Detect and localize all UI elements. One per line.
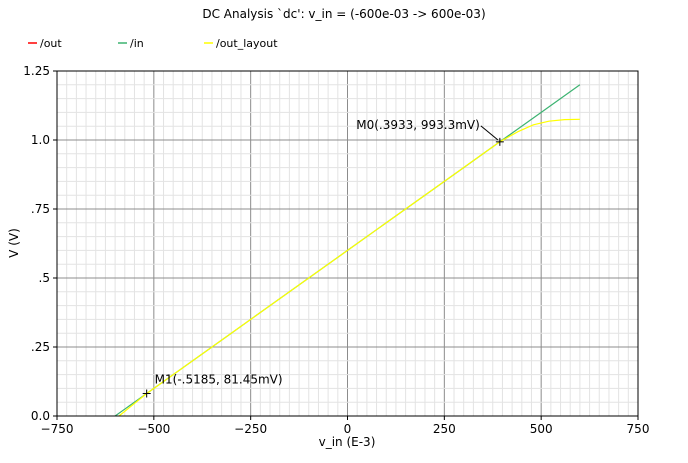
marker-label: M1(-.5185, 81.45mV) bbox=[155, 373, 283, 387]
x-tick-label: −500 bbox=[137, 422, 170, 436]
x-tick-label: 250 bbox=[433, 422, 456, 436]
grid bbox=[56, 70, 639, 417]
y-tick-label: 0.0 bbox=[31, 409, 50, 423]
x-tick-label: −250 bbox=[234, 422, 267, 436]
x-tick-label: 750 bbox=[627, 422, 650, 436]
x-axis-ticks: −750 −500 −250 0 250 500 750 bbox=[41, 416, 650, 436]
y-tick-label: .5 bbox=[39, 271, 50, 285]
x-tick-label: −750 bbox=[41, 422, 74, 436]
legend-label: /out bbox=[40, 37, 62, 50]
marker-label: M0(.3933, 993.3mV) bbox=[356, 118, 480, 132]
y-axis-ticks: 0.0 .25 .5 .75 1.0 1.25 bbox=[23, 64, 57, 423]
y-tick-label: 1.25 bbox=[23, 64, 50, 78]
legend: /out/in/out_layout bbox=[28, 37, 278, 50]
y-axis-label: V (V) bbox=[7, 228, 21, 258]
x-axis-label: v_in (E-3) bbox=[319, 435, 376, 449]
y-tick-label: 1.0 bbox=[31, 133, 50, 147]
marker-leader bbox=[480, 125, 499, 141]
chart-title: DC Analysis `dc': v_in = (-600e-03 -> 60… bbox=[202, 7, 485, 21]
marker-layer: M0(.3933, 993.3mV) M1(-.5185, 81.45mV) bbox=[142, 118, 504, 398]
x-tick-label: 0 bbox=[344, 422, 352, 436]
legend-label: /in bbox=[130, 37, 144, 50]
x-tick-label: 500 bbox=[530, 422, 553, 436]
y-tick-label: .25 bbox=[31, 340, 50, 354]
y-tick-label: .75 bbox=[31, 202, 50, 216]
legend-label: /out_layout bbox=[216, 37, 278, 50]
